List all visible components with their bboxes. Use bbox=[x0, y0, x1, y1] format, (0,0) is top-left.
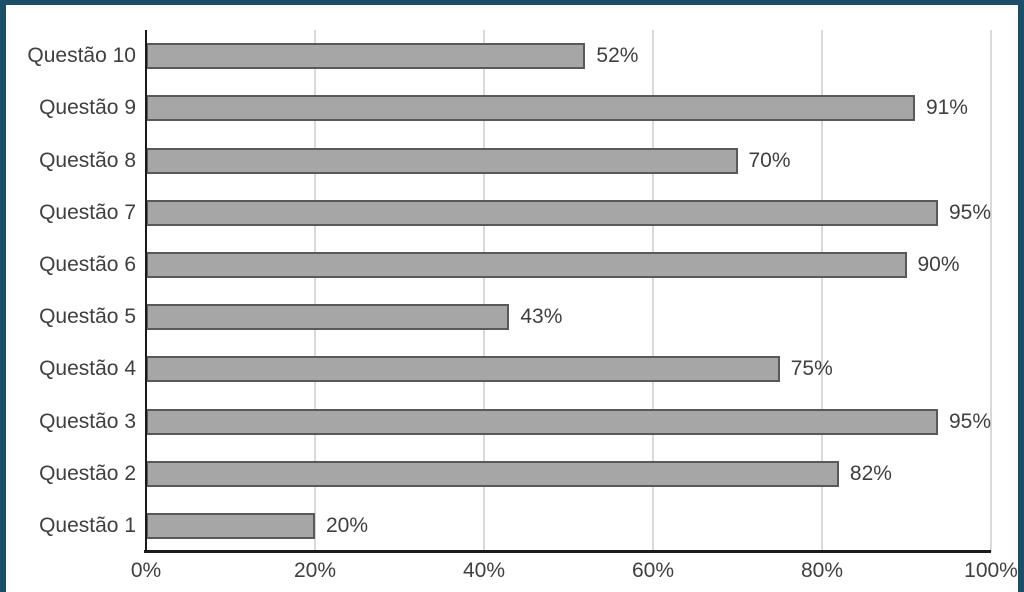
category-label: Questão 2 bbox=[39, 461, 136, 485]
category-label: Questão 6 bbox=[39, 252, 136, 276]
bar-value-label: 82% bbox=[849, 461, 892, 485]
category-label: Questão 10 bbox=[27, 44, 136, 68]
plot-area: 52% 91% 70% 95% 90% 43% 75% 95% 82% 20% bbox=[144, 30, 992, 553]
gridline-20 bbox=[314, 30, 316, 552]
category-label: Questão 9 bbox=[39, 96, 136, 120]
bars-container: 52% 91% 70% 95% 90% 43% 75% 95% 82% 20% bbox=[146, 30, 991, 552]
bar bbox=[146, 199, 938, 226]
bar bbox=[146, 43, 586, 70]
bar-row: 91% bbox=[146, 82, 991, 134]
gridline-60 bbox=[652, 30, 654, 552]
bar-value-label: 95% bbox=[948, 200, 991, 224]
gridline-80 bbox=[821, 30, 823, 552]
bar-row: 75% bbox=[146, 343, 991, 395]
category-label: Questão 7 bbox=[39, 200, 136, 224]
category-label: Questão 1 bbox=[39, 513, 136, 537]
bar bbox=[146, 460, 839, 487]
bar-row: 20% bbox=[146, 500, 991, 552]
bar-row: 95% bbox=[146, 187, 991, 239]
y-axis-line bbox=[145, 30, 147, 552]
x-axis-labels: 0% 20% 40% 60% 80% 100% bbox=[131, 557, 1018, 589]
x-tick-label: 20% bbox=[293, 559, 337, 582]
x-tick-label: 60% bbox=[631, 559, 675, 582]
category-label: Questão 8 bbox=[39, 148, 136, 172]
category-label: Questão 3 bbox=[39, 409, 136, 433]
bar-value-label: 95% bbox=[948, 409, 991, 433]
bar bbox=[146, 95, 915, 122]
y-axis-labels: Questão 10 Questão 9 Questão 8 Questão 7 Que… bbox=[6, 30, 136, 552]
bar bbox=[146, 408, 938, 435]
bar-value-label: 70% bbox=[748, 148, 791, 172]
gridline-40 bbox=[483, 30, 485, 552]
bar-value-label: 52% bbox=[596, 44, 639, 68]
bar bbox=[146, 251, 907, 278]
bar-value-label: 43% bbox=[520, 305, 563, 329]
gridline-100 bbox=[990, 30, 992, 552]
bar bbox=[146, 304, 510, 331]
x-tick-label: 40% bbox=[462, 559, 506, 582]
bar bbox=[146, 512, 315, 539]
category-label: Questão 4 bbox=[39, 357, 136, 381]
bar-row: 52% bbox=[146, 30, 991, 82]
bar-row: 82% bbox=[146, 448, 991, 500]
x-tick-label: 0% bbox=[130, 559, 162, 582]
bar-value-label: 90% bbox=[917, 252, 960, 276]
bar bbox=[146, 147, 738, 174]
bar-row: 95% bbox=[146, 395, 991, 447]
bar-value-label: 20% bbox=[326, 513, 369, 537]
bar-row: 90% bbox=[146, 239, 991, 291]
bar-value-label: 75% bbox=[790, 357, 833, 381]
bar-value-label: 91% bbox=[925, 96, 968, 120]
bar-chart: 52% 91% 70% 95% 90% 43% 75% 95% 82% 20% Questão 1… bbox=[6, 5, 1018, 592]
x-axis-line bbox=[144, 550, 991, 553]
bar bbox=[146, 356, 780, 383]
bar-row: 43% bbox=[146, 291, 991, 343]
x-tick-label: 80% bbox=[800, 559, 844, 582]
x-tick-label: 100% bbox=[964, 559, 1018, 582]
category-label: Questão 5 bbox=[39, 305, 136, 329]
bar-row: 70% bbox=[146, 134, 991, 186]
